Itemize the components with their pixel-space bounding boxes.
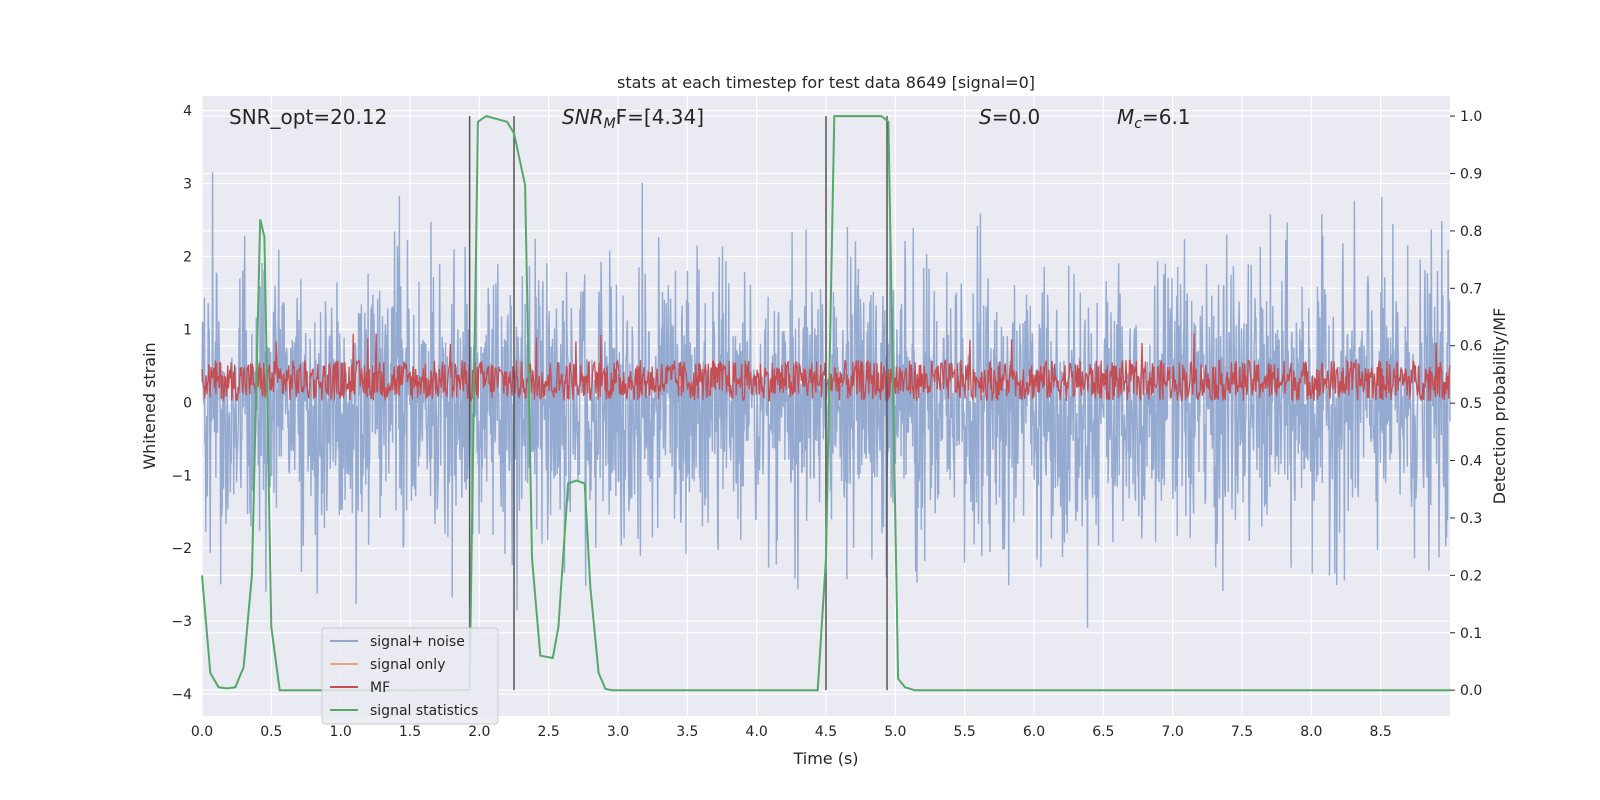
x-tick-label: 6.0 bbox=[1023, 724, 1045, 740]
y-tick-label-right: 0.0 bbox=[1460, 683, 1482, 699]
annotation-mc-sub: c bbox=[1134, 116, 1142, 132]
x-tick-label: 5.0 bbox=[884, 724, 906, 740]
y-tick-label-right: 1.0 bbox=[1460, 109, 1482, 125]
y-axis-label-right: Detection probability/MF bbox=[1490, 308, 1509, 505]
x-tick-label: 2.5 bbox=[538, 724, 560, 740]
y-tick-label-right: 0.7 bbox=[1460, 281, 1482, 297]
y-ticks-left: 4 3 2 1 0 −1 −2 −3 −4 bbox=[171, 104, 192, 704]
y-tick-label-left: 0 bbox=[183, 395, 192, 411]
x-tick-label: 5.5 bbox=[954, 724, 976, 740]
y-tick-label-left: 3 bbox=[183, 177, 192, 193]
x-axis-label: Time (s) bbox=[792, 749, 858, 768]
x-tick-label: 7.0 bbox=[1162, 724, 1184, 740]
x-tick-label: 3.0 bbox=[607, 724, 629, 740]
y-tick-label-left: −4 bbox=[171, 687, 192, 703]
chart-title: stats at each timestep for test data 864… bbox=[617, 73, 1035, 92]
y-tick-label-left: 1 bbox=[183, 322, 192, 338]
y-tick-label-right: 0.3 bbox=[1460, 511, 1482, 527]
x-tick-label: 2.0 bbox=[468, 724, 490, 740]
x-tick-label: 7.5 bbox=[1231, 724, 1253, 740]
annotation-snr-mf-rest: F=[4.34] bbox=[616, 105, 704, 129]
annotation-mc-base: M bbox=[1117, 105, 1134, 129]
x-tick-label: 3.5 bbox=[676, 724, 698, 740]
annotation-snr-mf-base: SNR bbox=[562, 105, 604, 129]
legend-label-mf: MF bbox=[370, 680, 390, 696]
annotation-snr-opt: SNR_opt=20.12 bbox=[229, 105, 387, 129]
signal-statistics-series bbox=[201, 115, 1450, 692]
legend-box bbox=[321, 627, 499, 725]
legend: signal+ noise signal only MF signal stat… bbox=[321, 627, 499, 725]
x-tick-label: 8.5 bbox=[1370, 724, 1392, 740]
y-tick-label-right: 0.8 bbox=[1460, 224, 1482, 240]
y-tick-label-right: 0.9 bbox=[1460, 167, 1482, 183]
y-tick-label-right: 0.4 bbox=[1460, 454, 1482, 470]
x-tick-label: 4.0 bbox=[746, 724, 768, 740]
annotation-s-rest: =0.0 bbox=[992, 105, 1041, 129]
annotation-mc: Mc=6.1 bbox=[1117, 105, 1191, 132]
annotation-snr-mf: SNRMF=[4.34] bbox=[562, 105, 704, 132]
x-ticks: 0.0 0.5 1.0 1.5 2.0 2.5 3.0 3.5 4.0 4.5 5.0 5.5 6.0 6… bbox=[191, 724, 1392, 740]
signal-statistics-line bbox=[201, 115, 1450, 692]
legend-label-signal-noise: signal+ noise bbox=[370, 634, 465, 650]
annotation-s-italic: S bbox=[979, 105, 992, 129]
x-tick-label: 1.5 bbox=[399, 724, 421, 740]
y-axis-label-left: Whitened strain bbox=[140, 342, 159, 469]
annotation-s: S=0.0 bbox=[979, 105, 1040, 129]
detection-vertical-lines bbox=[468, 116, 888, 691]
x-tick-label: 0.5 bbox=[260, 724, 282, 740]
y-tick-label-right: 0.6 bbox=[1460, 339, 1482, 355]
y-tick-label-right: 0.2 bbox=[1460, 568, 1482, 584]
y-tick-label-left: 2 bbox=[183, 249, 192, 265]
annotation-mc-rest: =6.1 bbox=[1142, 105, 1191, 129]
y-tick-label-right: 0.5 bbox=[1460, 396, 1482, 412]
y-tick-label-left: −1 bbox=[171, 468, 192, 484]
x-tick-label: 0.0 bbox=[191, 724, 213, 740]
x-tick-label: 1.0 bbox=[330, 724, 352, 740]
x-tick-label: 6.5 bbox=[1092, 724, 1114, 740]
y-ticks-right: 1.0 0.9 0.8 0.7 0.6 0.5 0.4 0.3 0.2 0.1 0.0 bbox=[1450, 109, 1482, 699]
annotation-snr-mf-sub: M bbox=[604, 116, 616, 132]
y-tick-label-left: −2 bbox=[171, 541, 192, 557]
legend-label-signal-only: signal only bbox=[370, 657, 445, 673]
y-tick-label-right: 0.1 bbox=[1460, 626, 1482, 642]
x-tick-label: 8.0 bbox=[1300, 724, 1322, 740]
legend-label-statistics: signal statistics bbox=[370, 703, 478, 719]
y-tick-label-left: −3 bbox=[171, 614, 192, 630]
x-tick-label: 4.5 bbox=[815, 724, 837, 740]
y-tick-label-left: 4 bbox=[183, 104, 192, 120]
